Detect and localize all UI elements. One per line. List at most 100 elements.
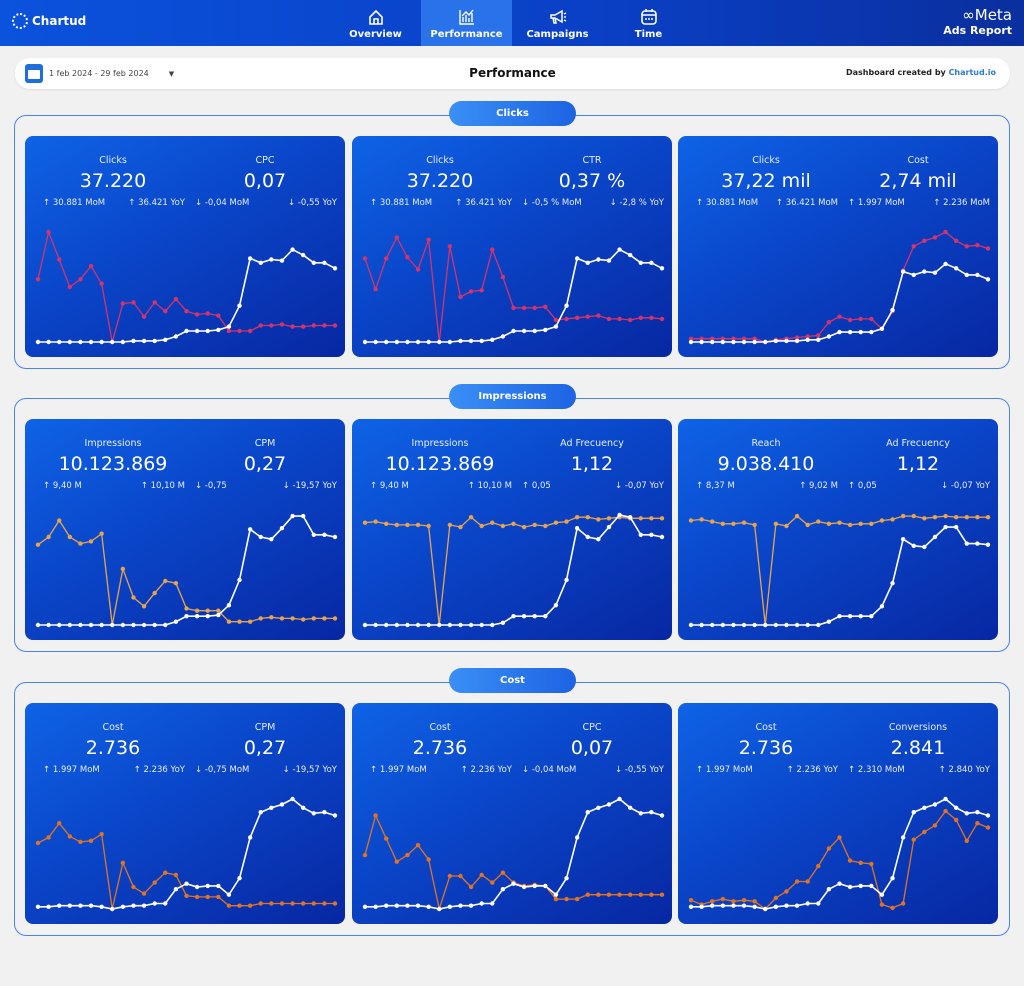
secondary-data-point[interactable]: [911, 837, 916, 842]
primary-data-point[interactable]: [847, 614, 853, 619]
secondary-data-point[interactable]: [975, 821, 980, 826]
primary-data-point[interactable]: [564, 876, 569, 881]
secondary-data-point[interactable]: [826, 521, 832, 526]
secondary-data-point[interactable]: [332, 901, 338, 906]
secondary-data-point[interactable]: [426, 523, 431, 529]
primary-data-point[interactable]: [932, 270, 938, 275]
primary-data-point[interactable]: [332, 813, 338, 818]
secondary-data-point[interactable]: [35, 277, 41, 282]
primary-data-point[interactable]: [426, 339, 431, 345]
secondary-data-point[interactable]: [659, 516, 665, 521]
secondary-data-point[interactable]: [490, 247, 495, 252]
primary-data-point[interactable]: [699, 339, 704, 345]
secondary-data-point[interactable]: [205, 894, 210, 900]
primary-data-point[interactable]: [458, 622, 463, 628]
secondary-data-point[interactable]: [869, 316, 874, 322]
primary-data-point[interactable]: [258, 810, 263, 815]
primary-data-point[interactable]: [194, 614, 200, 619]
secondary-data-point[interactable]: [468, 289, 474, 294]
secondary-data-point[interactable]: [975, 243, 980, 248]
secondary-data-point[interactable]: [173, 581, 179, 586]
primary-data-point[interactable]: [688, 339, 694, 345]
secondary-data-point[interactable]: [184, 309, 189, 314]
primary-data-point[interactable]: [869, 614, 874, 619]
chartud-link[interactable]: Chartud.io: [948, 68, 996, 77]
primary-data-point[interactable]: [46, 904, 51, 909]
primary-data-point[interactable]: [649, 260, 654, 265]
primary-data-point[interactable]: [900, 537, 906, 542]
secondary-data-point[interactable]: [964, 244, 969, 249]
primary-data-point[interactable]: [763, 906, 768, 912]
primary-data-point[interactable]: [553, 603, 559, 608]
primary-data-point[interactable]: [258, 260, 263, 265]
primary-data-point[interactable]: [752, 339, 757, 345]
primary-data-point[interactable]: [932, 802, 938, 807]
secondary-data-point[interactable]: [163, 578, 168, 584]
primary-data-point[interactable]: [826, 887, 832, 892]
secondary-data-point[interactable]: [741, 898, 747, 903]
primary-data-point[interactable]: [869, 883, 874, 889]
primary-data-point[interactable]: [373, 339, 378, 345]
secondary-data-point[interactable]: [511, 305, 516, 311]
primary-data-point[interactable]: [332, 266, 338, 271]
primary-data-point[interactable]: [943, 261, 948, 267]
secondary-data-point[interactable]: [373, 519, 378, 524]
primary-data-point[interactable]: [88, 903, 94, 908]
secondary-data-point[interactable]: [943, 513, 948, 519]
primary-data-point[interactable]: [437, 339, 442, 345]
secondary-data-point[interactable]: [405, 852, 410, 858]
secondary-data-point[interactable]: [447, 873, 453, 879]
secondary-data-point[interactable]: [532, 305, 537, 311]
secondary-data-point[interactable]: [332, 616, 338, 621]
primary-data-point[interactable]: [752, 622, 757, 628]
primary-data-point[interactable]: [574, 256, 580, 261]
secondary-data-point[interactable]: [741, 520, 747, 525]
secondary-data-point[interactable]: [731, 521, 736, 526]
secondary-data-point[interactable]: [120, 301, 126, 306]
primary-data-point[interactable]: [964, 811, 969, 816]
secondary-data-point[interactable]: [649, 892, 654, 897]
primary-data-point[interactable]: [269, 805, 274, 810]
primary-data-point[interactable]: [585, 260, 590, 265]
primary-data-point[interactable]: [879, 892, 885, 897]
primary-data-point[interactable]: [932, 534, 938, 540]
primary-data-point[interactable]: [699, 622, 704, 628]
primary-data-point[interactable]: [574, 526, 580, 531]
primary-data-point[interactable]: [205, 614, 210, 619]
secondary-data-point[interactable]: [99, 281, 104, 286]
primary-data-point[interactable]: [258, 534, 263, 540]
primary-data-point[interactable]: [194, 328, 200, 334]
secondary-data-point[interactable]: [953, 817, 959, 823]
secondary-data-point[interactable]: [911, 244, 916, 249]
secondary-data-point[interactable]: [152, 300, 157, 305]
primary-data-point[interactable]: [99, 339, 104, 345]
secondary-data-point[interactable]: [574, 515, 580, 520]
primary-data-point[interactable]: [300, 513, 306, 519]
primary-data-point[interactable]: [532, 328, 537, 334]
secondary-data-point[interactable]: [985, 515, 991, 520]
secondary-data-point[interactable]: [922, 238, 927, 243]
primary-data-point[interactable]: [964, 272, 969, 278]
primary-data-point[interactable]: [627, 515, 633, 520]
primary-data-point[interactable]: [752, 904, 757, 909]
primary-data-point[interactable]: [163, 901, 168, 906]
secondary-data-point[interactable]: [290, 901, 295, 906]
secondary-data-point[interactable]: [731, 336, 736, 341]
secondary-data-point[interactable]: [322, 901, 327, 906]
primary-data-point[interactable]: [784, 338, 789, 344]
primary-data-point[interactable]: [627, 805, 633, 810]
secondary-data-point[interactable]: [805, 879, 810, 884]
secondary-data-point[interactable]: [226, 903, 232, 908]
secondary-data-point[interactable]: [794, 513, 800, 519]
secondary-data-point[interactable]: [131, 884, 136, 890]
chartud-logo[interactable]: Chartud: [12, 13, 86, 29]
primary-data-point[interactable]: [596, 805, 601, 810]
secondary-data-point[interactable]: [953, 515, 959, 520]
primary-data-point[interactable]: [131, 903, 136, 908]
secondary-data-point[interactable]: [784, 523, 789, 529]
secondary-data-point[interactable]: [394, 859, 400, 864]
secondary-data-point[interactable]: [479, 288, 484, 293]
primary-data-point[interactable]: [205, 883, 210, 889]
secondary-data-point[interactable]: [720, 521, 726, 526]
primary-data-point[interactable]: [890, 876, 895, 881]
